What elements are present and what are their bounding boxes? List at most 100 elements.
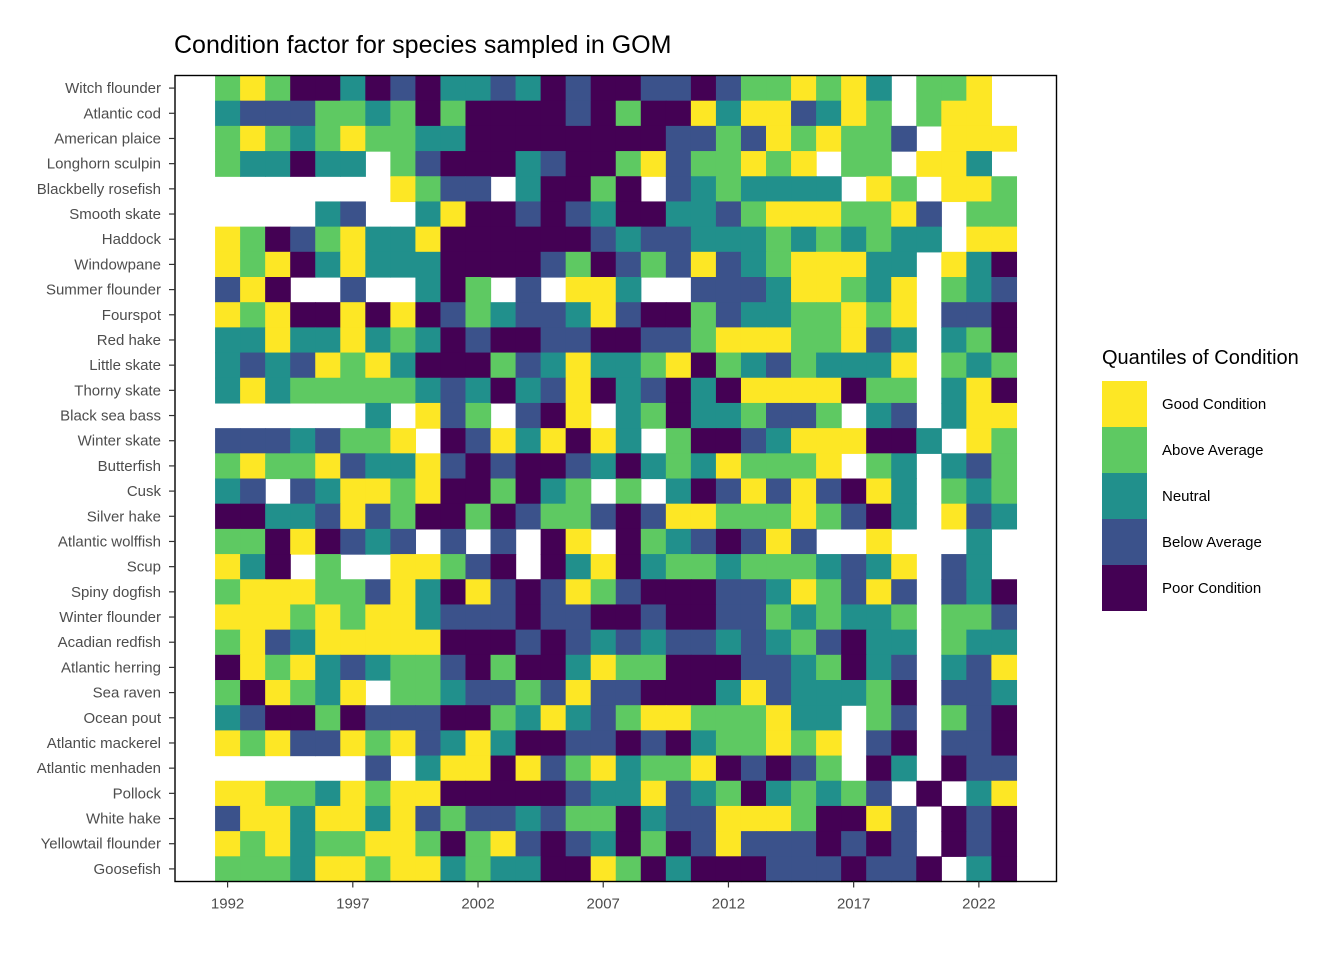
heatmap-cell [240,428,266,454]
heatmap-cell [766,402,792,429]
heatmap-cell [390,528,417,555]
heatmap-cell [265,503,291,530]
heatmap-cell [315,554,341,580]
y-tick-label: Cusk [127,483,162,500]
heatmap-cell [515,176,542,203]
heatmap-cell [540,201,567,228]
heatmap-cell [415,503,442,530]
heatmap-cell [415,629,442,656]
heatmap-cell [816,302,842,328]
heatmap-cell [690,730,717,757]
heatmap-cell [690,579,717,606]
heatmap-cell [891,503,917,530]
heatmap-cell [590,705,617,731]
heatmap-cell [215,100,241,127]
heatmap-cell [766,100,792,127]
heatmap-cell [240,780,266,807]
heatmap-cell [240,251,266,278]
heatmap-cell [215,453,241,480]
heatmap-cell [615,755,642,782]
heatmap-cell [640,352,667,379]
heatmap-cell [766,629,792,656]
heatmap-cell [891,705,917,731]
heatmap-cell [265,377,291,404]
heatmap-cell [715,629,742,656]
heatmap-cell [215,554,241,580]
heatmap-cell [565,554,592,580]
heatmap-cell [490,251,517,278]
heatmap-cell [515,680,542,706]
heatmap-cell [215,277,241,303]
heatmap-cell [315,75,341,102]
heatmap-cell [816,503,842,530]
heatmap-cell [891,251,917,278]
heatmap-cell [315,831,341,857]
heatmap-cell [715,730,742,757]
heatmap-cell [465,755,492,782]
heatmap-cell [590,302,617,328]
heatmap-cell [490,730,517,757]
heatmap-cell [966,478,992,505]
heatmap-cell [415,730,442,757]
heatmap-cell [215,805,241,832]
heatmap-cell [290,856,316,883]
heatmap-cell [565,327,592,354]
y-tick-label: Spiny dogfish [71,584,161,601]
heatmap-cell [215,352,241,379]
heatmap-cell [966,805,992,832]
heatmap-cell [365,226,391,253]
heatmap-cell [615,604,642,631]
heatmap-cell [640,251,667,278]
heatmap-cell [440,453,467,480]
heatmap-cell [440,201,467,228]
heatmap-cell [966,428,992,454]
heatmap-cell [465,856,492,883]
heatmap-cell [991,805,1018,832]
heatmap-cell [966,302,992,328]
heatmap-cell [841,604,867,631]
heatmap-cell [740,579,767,606]
heatmap-cell [340,428,366,454]
heatmap-cell [740,402,767,429]
heatmap-cell [916,100,942,127]
heatmap-cell [440,730,467,757]
heatmap-cell [315,503,341,530]
heatmap-cell [240,831,266,857]
heatmap-cell [816,579,842,606]
heatmap-cell [540,680,567,706]
x-tick-label: 2012 [712,896,745,913]
heatmap-cell [866,780,892,807]
heatmap-cell [315,226,341,253]
heatmap-cell [665,75,692,102]
heatmap-cell [690,629,717,656]
heatmap-cell [565,377,592,404]
y-tick-label: Black sea bass [60,408,161,425]
heatmap-cell [665,478,692,505]
x-tick-label: 1997 [336,896,369,913]
heatmap-cell [490,151,517,177]
heatmap-cell [866,226,892,253]
heatmap-cell [841,100,867,127]
heatmap-cell [415,176,442,203]
heatmap-cell [715,201,742,228]
heatmap-cell [240,100,266,127]
heatmap-cell [215,528,241,555]
heatmap-cell [340,453,366,480]
heatmap-cell [265,75,291,102]
heatmap-cell [816,100,842,127]
heatmap-cell [540,327,567,354]
heatmap-cell [315,780,341,807]
heatmap-cell [390,654,417,681]
heatmap-cell [791,453,817,480]
heatmap-cell [791,528,817,555]
heatmap-cell [715,831,742,857]
heatmap-cell [991,780,1018,807]
heatmap-cell [740,780,767,807]
heatmap-cell [891,805,917,832]
heatmap-cell [215,302,241,328]
heatmap-cell [966,75,992,102]
heatmap-cell [740,125,767,152]
heatmap-cell [690,226,717,253]
heatmap-cell [690,302,717,328]
heatmap-cell [515,780,542,807]
